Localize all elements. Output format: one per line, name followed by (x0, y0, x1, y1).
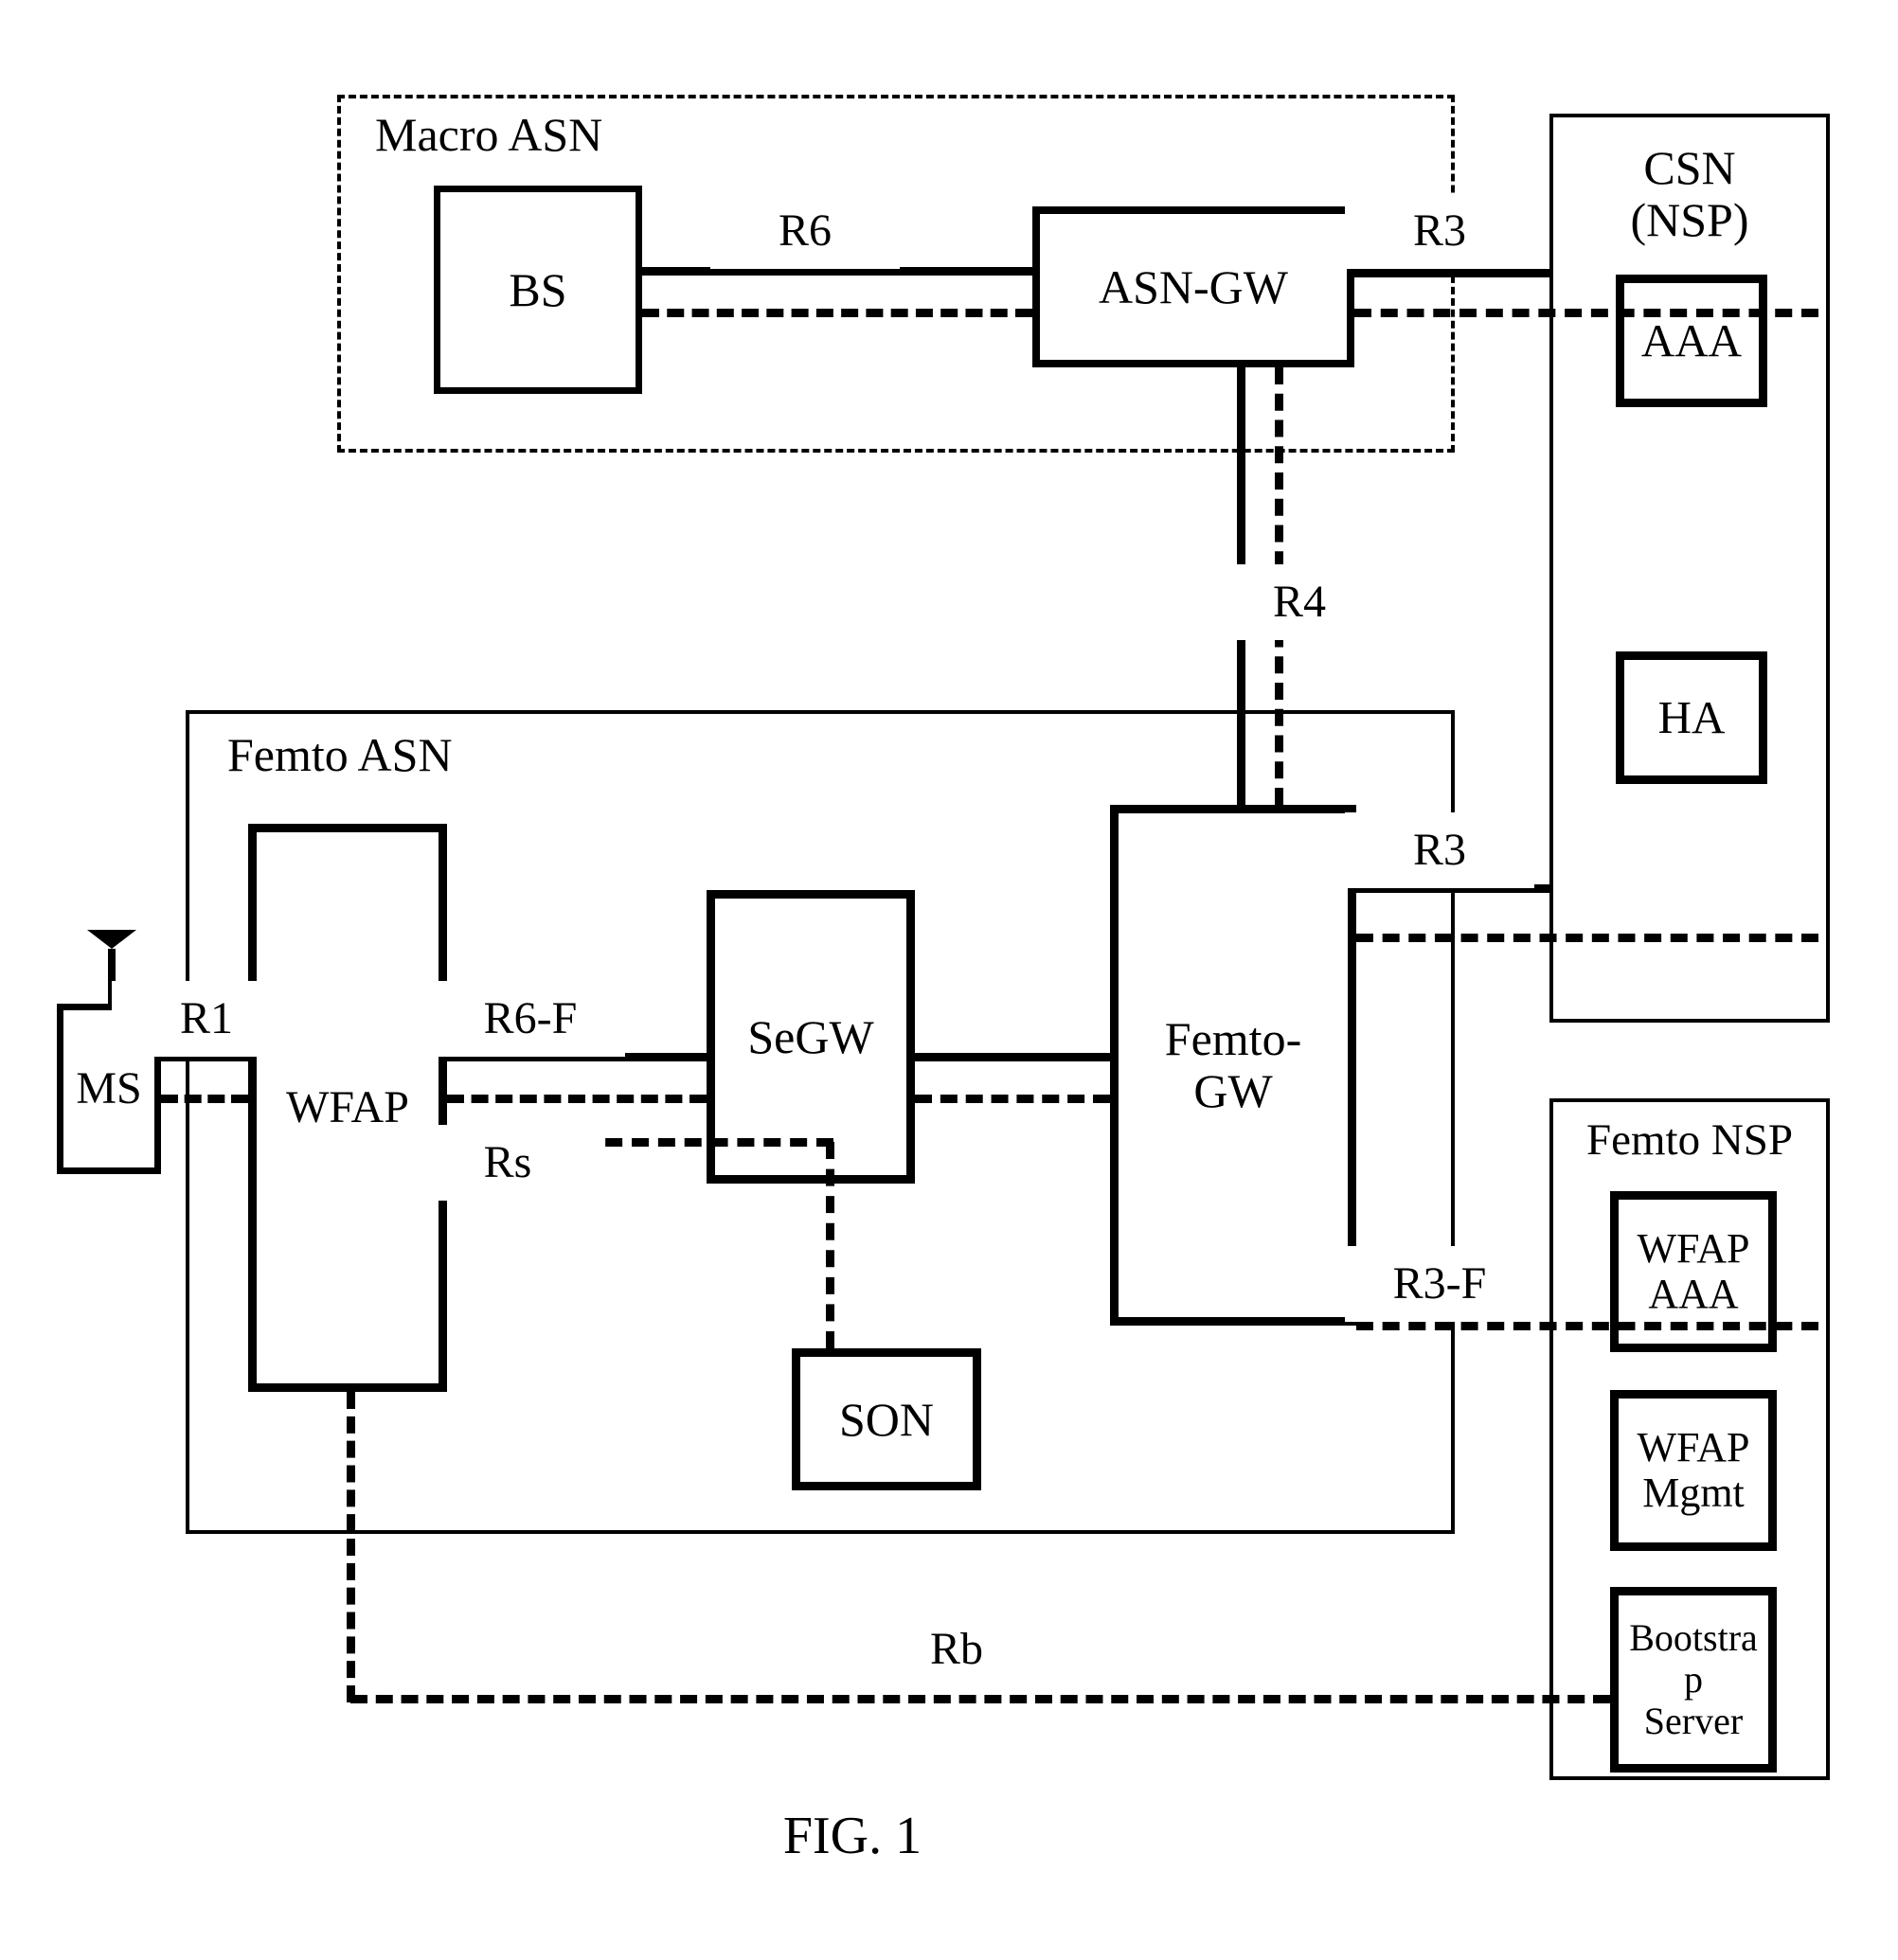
edge (161, 1095, 248, 1103)
son-label: SON (792, 1348, 981, 1490)
bootstrap-label: Bootstra p Server (1610, 1587, 1777, 1773)
edge-label: R6-F (436, 981, 625, 1057)
edge (1354, 309, 1818, 317)
edge (826, 1142, 834, 1348)
aaa-label: AAA (1616, 275, 1767, 407)
edge (642, 309, 1032, 317)
edge (1356, 934, 1818, 942)
edge-label: R1 (112, 981, 301, 1057)
edge-label: Rb (862, 1612, 1051, 1687)
bs-label: BS (434, 186, 642, 394)
edge-label: R6 (710, 193, 900, 269)
edge (915, 1095, 1110, 1103)
edge-label: Rs (413, 1125, 602, 1201)
edge (915, 1053, 1110, 1061)
edge (350, 1695, 1610, 1703)
asn_gw-label: ASN-GW (1032, 206, 1354, 367)
edge-label: R3 (1345, 193, 1534, 269)
edge-label: R4 (1205, 564, 1394, 640)
ms-antenna-head (87, 930, 136, 949)
edge (1356, 1322, 1818, 1330)
edge-label: R3 (1345, 812, 1534, 888)
figure-caption: FIG. 1 (663, 1799, 1042, 1875)
edge (447, 1095, 707, 1103)
wfap-label: WFAP (248, 824, 447, 1392)
edge-label: R3-F (1345, 1246, 1534, 1322)
femto_nsp-group-label: Femto NSP (1406, 1084, 1898, 1198)
wfap_mgmt-label: WFAP Mgmt (1610, 1390, 1777, 1551)
femto_asn-group-label: Femto ASN (227, 729, 453, 781)
edge (1354, 269, 1549, 277)
edge (347, 1392, 355, 1702)
macro_asn-group-label: Macro ASN (375, 109, 602, 161)
ha-label: HA (1616, 651, 1767, 784)
femto_gw-label: Femto- GW (1110, 805, 1356, 1326)
diagram-stage: Macro ASNFemto ASNCSN (NSP)Femto NSPMSBS… (0, 0, 1898, 1960)
